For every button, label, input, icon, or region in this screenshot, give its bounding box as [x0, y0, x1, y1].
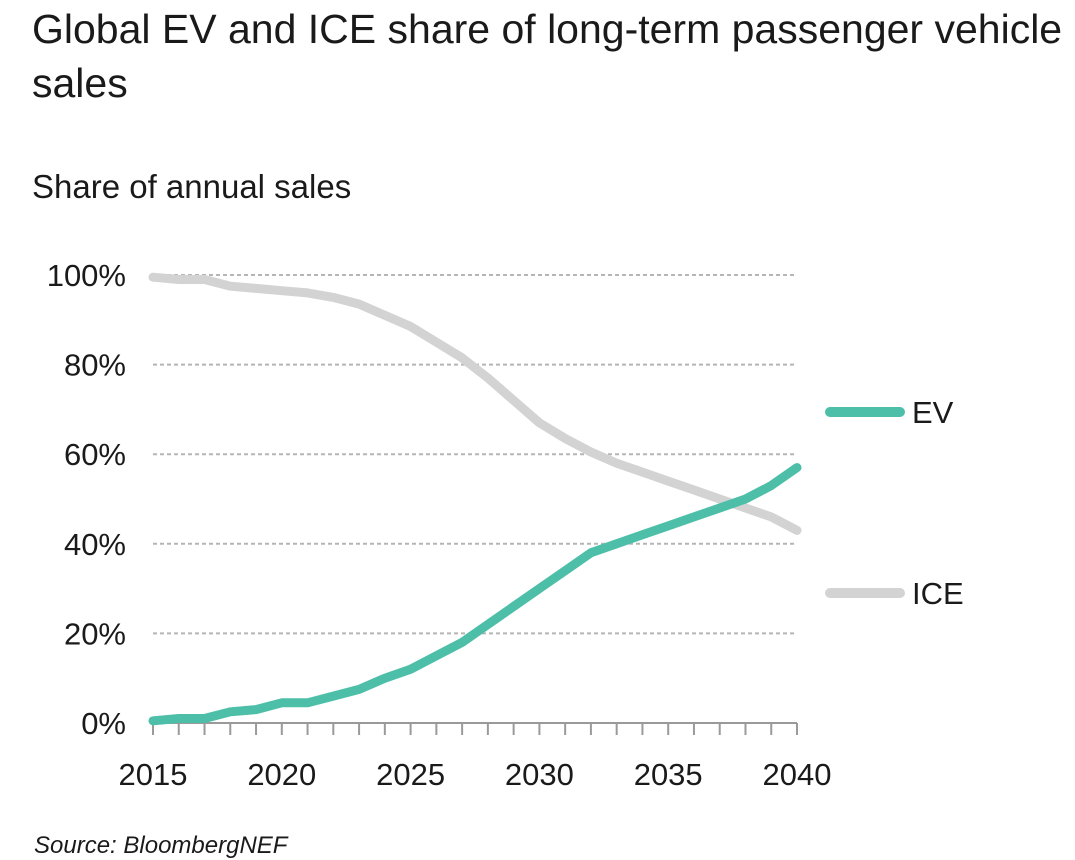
series-line-ice: [148, 272, 802, 535]
chart-title: Global EV and ICE share of long-term pas…: [32, 6, 1063, 106]
x-tick-label: 2030: [505, 757, 574, 792]
x-axis: 2015 2020 2025 2030 2035 2040: [119, 722, 832, 792]
y-tick-label: 40%: [64, 527, 126, 562]
legend: EV ICE: [825, 395, 964, 611]
y-tick-label: 20%: [64, 616, 126, 651]
y-tick-label: 60%: [64, 437, 126, 472]
legend-label-ice: ICE: [912, 576, 964, 611]
y-axis-title: Share of annual sales: [32, 168, 352, 205]
x-tick-label: 2040: [763, 757, 832, 792]
gridlines: [153, 274, 797, 635]
x-tick-label: 2020: [247, 757, 316, 792]
legend-label-ev: EV: [912, 395, 954, 430]
series-line-ev: [148, 463, 802, 726]
x-tick-label: 2025: [376, 757, 445, 792]
x-tick-label: 2035: [634, 757, 703, 792]
x-tick-label: 2015: [119, 757, 188, 792]
y-tick-label: 80%: [64, 348, 126, 383]
y-tick-label: 100%: [47, 258, 126, 293]
series-lines: [148, 272, 802, 726]
y-axis: 0% 20% 40% 60% 80% 100%: [47, 258, 126, 741]
y-tick-label: 0%: [81, 706, 126, 741]
